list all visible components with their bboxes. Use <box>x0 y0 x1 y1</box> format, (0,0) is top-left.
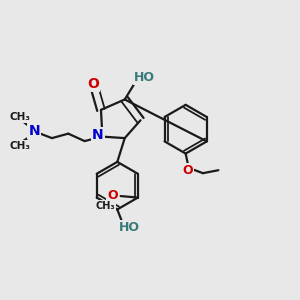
Text: HO: HO <box>119 221 140 234</box>
Text: CH₃: CH₃ <box>9 140 30 151</box>
Text: N: N <box>92 128 103 142</box>
Text: HO: HO <box>134 71 155 84</box>
Text: O: O <box>87 77 99 91</box>
Text: O: O <box>107 189 118 202</box>
Text: CH₃: CH₃ <box>9 112 30 122</box>
Text: O: O <box>182 164 193 177</box>
Text: N: N <box>28 124 40 138</box>
Text: CH₃: CH₃ <box>95 201 115 211</box>
